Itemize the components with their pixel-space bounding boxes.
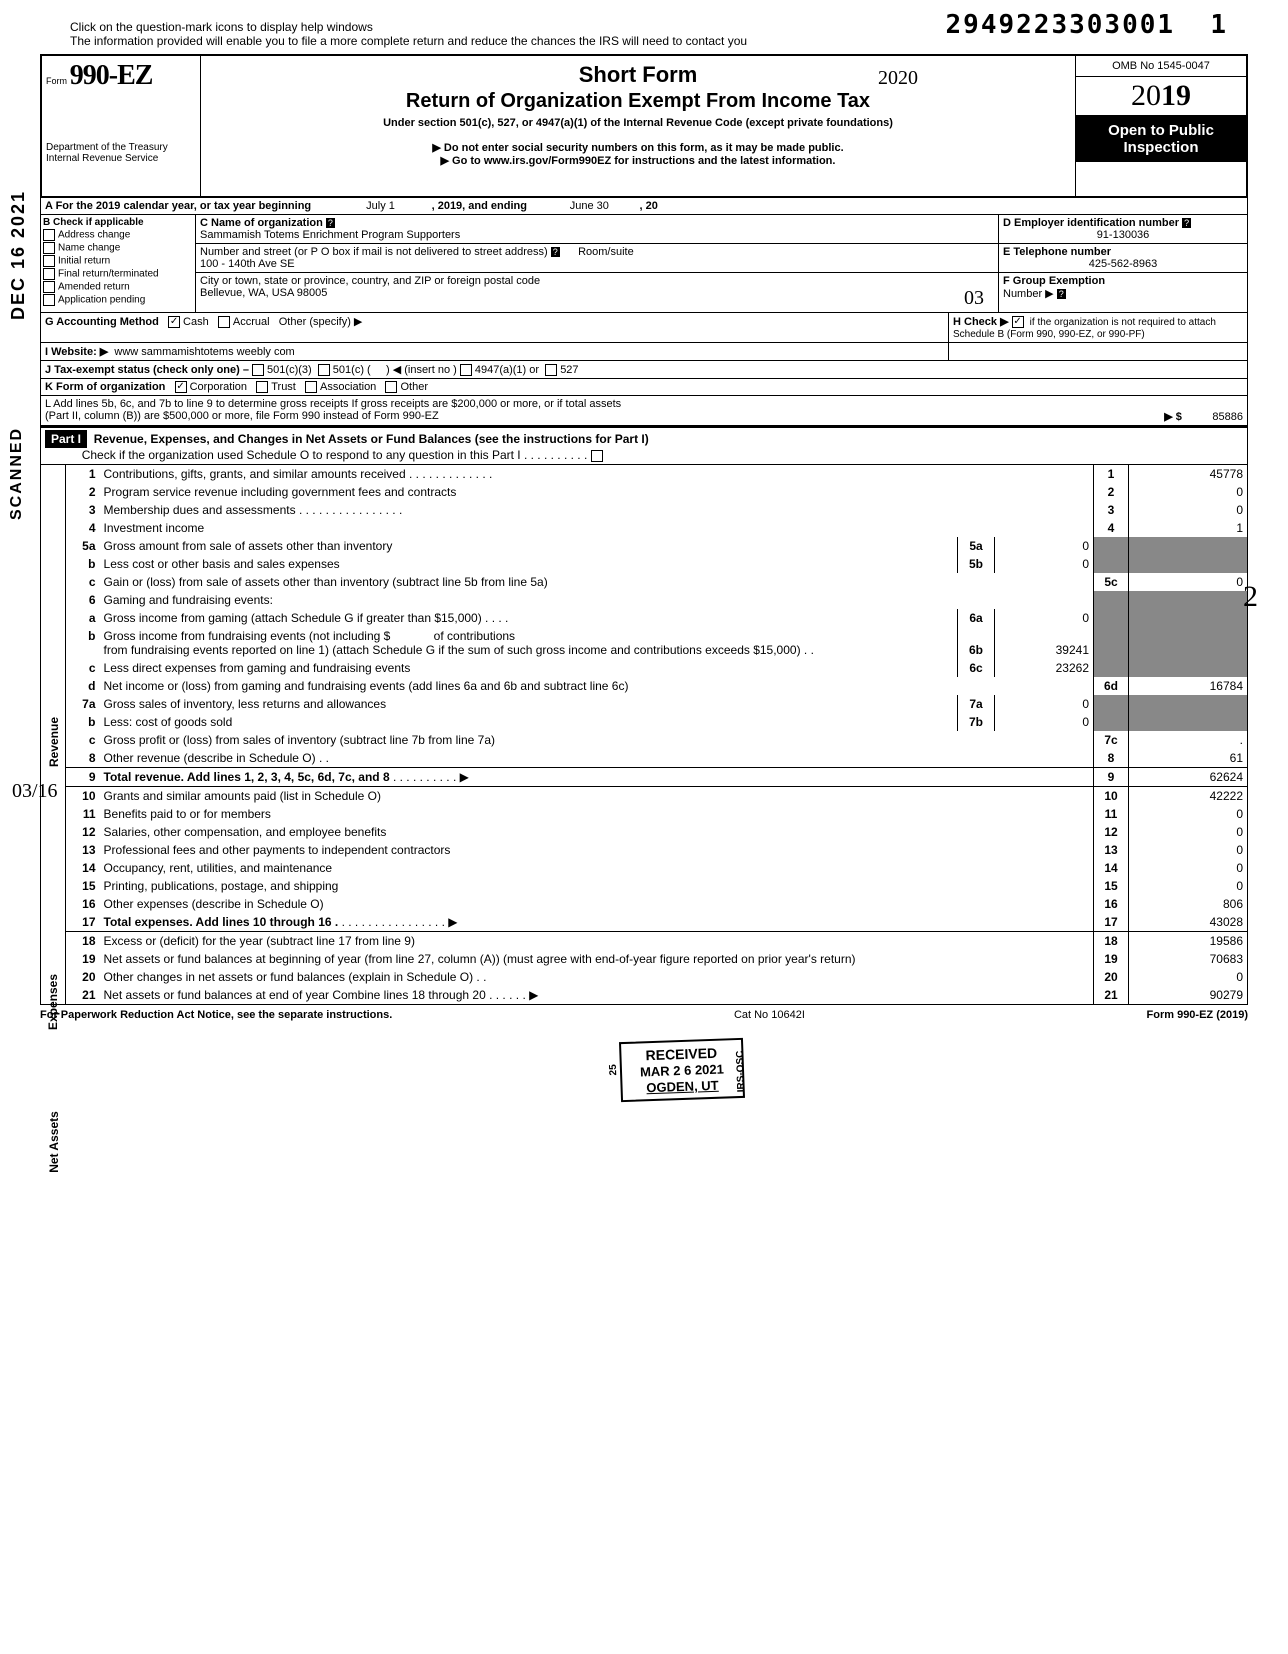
chk-501c3[interactable] [252,364,264,376]
title-short-form: Short Form [207,62,1069,88]
line-5c: cGain or (loss) from sale of assets othe… [65,573,1247,591]
line-j: J Tax-exempt status (check only one) – 5… [40,361,1248,379]
chk-application-pending[interactable] [43,294,55,306]
hand-0316: 03/16 [12,780,58,803]
line-10: 10Grants and similar amounts paid (list … [65,787,1247,806]
form-header: Form 990-EZ Department of the Treasury I… [40,54,1248,196]
chk-final-return[interactable] [43,268,55,280]
line-7c: cGross profit or (loss) from sales of in… [65,731,1247,749]
line-13: 13Professional fees and other payments t… [65,841,1247,859]
lines-table: 1Contributions, gifts, grants, and simil… [65,465,1248,1005]
subtitle-code: Under section 501(c), 527, or 4947(a)(1)… [207,117,1069,129]
line-17: 17Total expenses. Add lines 10 through 1… [65,913,1247,932]
scanned-stamp-vertical: SCANNED [8,427,26,520]
website: www sammamishtotems weebly com [114,346,294,358]
title-return: Return of Organization Exempt From Incom… [207,90,1069,113]
chk-schedule-o[interactable] [591,450,603,462]
line-5a: 5aGross amount from sale of assets other… [65,537,1247,555]
hand-2: 2 [1243,580,1258,614]
chk-amended-return[interactable] [43,281,55,293]
dept-treasury: Department of the Treasury [46,142,196,153]
line-6c: cLess direct expenses from gaming and fu… [65,659,1247,677]
omb-number: OMB No 1545-0047 [1076,56,1246,77]
line-5b: bLess cost or other basis and sales expe… [65,555,1247,573]
line-21: 21Net assets or fund balances at end of … [65,986,1247,1005]
handwritten-year: 2020 [878,67,918,89]
help-icon[interactable]: ? [1057,289,1066,299]
footer: For Paperwork Reduction Act Notice, see … [40,1009,1248,1021]
line-18: 18Excess or (deficit) for the year (subt… [65,932,1247,951]
phone: 425-562-8963 [1003,258,1243,270]
line-6a: aGross income from gaming (attach Schedu… [65,609,1247,627]
hand-03: 03 [964,287,984,310]
entity-info-block: B Check if applicable Address change Nam… [40,215,1248,313]
line-12: 12Salaries, other compensation, and empl… [65,823,1247,841]
help-icon[interactable]: ? [326,218,335,228]
chk-accrual[interactable] [218,316,230,328]
gross-receipts: 85886 [1212,411,1243,423]
ein: 91-130036 [1003,229,1243,241]
line-6d: dNet income or (loss) from gaming and fu… [65,677,1247,695]
chk-address-change[interactable] [43,229,55,241]
street-address: 100 - 140th Ave SE [200,258,295,270]
help-icon[interactable]: ? [1182,218,1191,228]
chk-trust[interactable] [256,381,268,393]
date-stamp-vertical: DEC 16 2021 [8,190,29,320]
line-16: 16Other expenses (describe in Schedule O… [65,895,1247,913]
form-number: 990-EZ [70,60,153,91]
line-11: 11Benefits paid to or for members110 [65,805,1247,823]
city-address: Bellevue, WA, USA 98005 [200,287,327,299]
chk-cash[interactable]: ✓ [168,316,180,328]
line-2: 2Program service revenue including gover… [65,483,1247,501]
help-icon[interactable]: ? [551,247,560,257]
line-l: L Add lines 5b, 6c, and 7b to line 9 to … [40,396,1248,426]
chk-initial-return[interactable] [43,255,55,267]
section-b-checks: B Check if applicable Address change Nam… [41,215,196,312]
line-9: 9Total revenue. Add lines 1, 2, 3, 4, 5c… [65,768,1247,787]
line-i: I Website: ▶ www sammamishtotems weebly … [40,343,1248,361]
line-7a: 7aGross sales of inventory, less returns… [65,695,1247,713]
line-6: 6Gaming and fundraising events: [65,591,1247,609]
line-1: 1Contributions, gifts, grants, and simil… [65,465,1247,483]
part-i-header: Part I Revenue, Expenses, and Changes in… [40,426,1248,465]
org-name: Sammamish Totems Enrichment Program Supp… [200,229,460,241]
line-8: 8Other revenue (describe in Schedule O) … [65,749,1247,768]
line-20: 20Other changes in net assets or fund ba… [65,968,1247,986]
line-7b: bLess: cost of goods sold7b0 [65,713,1247,731]
line-6b: b Gross income from fundraising events (… [65,627,1247,659]
tax-year: 20201919 [1076,77,1246,116]
subtitle-link: ▶ Go to www.irs.gov/Form990EZ for instru… [207,154,1069,167]
chk-schedule-b[interactable]: ✓ [1012,316,1024,328]
chk-501c[interactable] [318,364,330,376]
line-g-h: G Accounting Method ✓Cash Accrual Other … [40,313,1248,343]
line-k: K Form of organization ✓Corporation Trus… [40,379,1248,396]
stamp-number: 2949223303001 1 [946,10,1228,40]
chk-other-org[interactable] [385,381,397,393]
chk-assoc[interactable] [305,381,317,393]
chk-corp[interactable]: ✓ [175,381,187,393]
line-3: 3Membership dues and assessments . . . .… [65,501,1247,519]
received-stamp: RECEIVED MAR 2 6 2021 OGDEN, UT 25 IRS-O… [619,1038,745,1102]
line-19: 19Net assets or fund balances at beginni… [65,950,1247,968]
subtitle-ssn: ▶ Do not enter social security numbers o… [207,141,1069,154]
chk-4947[interactable] [460,364,472,376]
line-a: A For the 2019 calendar year, or tax yea… [40,196,1248,215]
line-4: 4Investment income41 [65,519,1247,537]
chk-name-change[interactable] [43,242,55,254]
section-labels: Revenue Expenses Net Assets [40,465,65,1005]
open-public-badge: Open to PublicInspection [1076,116,1246,162]
line-14: 14Occupancy, rent, utilities, and mainte… [65,859,1247,877]
chk-527[interactable] [545,364,557,376]
dept-irs: Internal Revenue Service [46,153,196,164]
line-15: 15Printing, publications, postage, and s… [65,877,1247,895]
